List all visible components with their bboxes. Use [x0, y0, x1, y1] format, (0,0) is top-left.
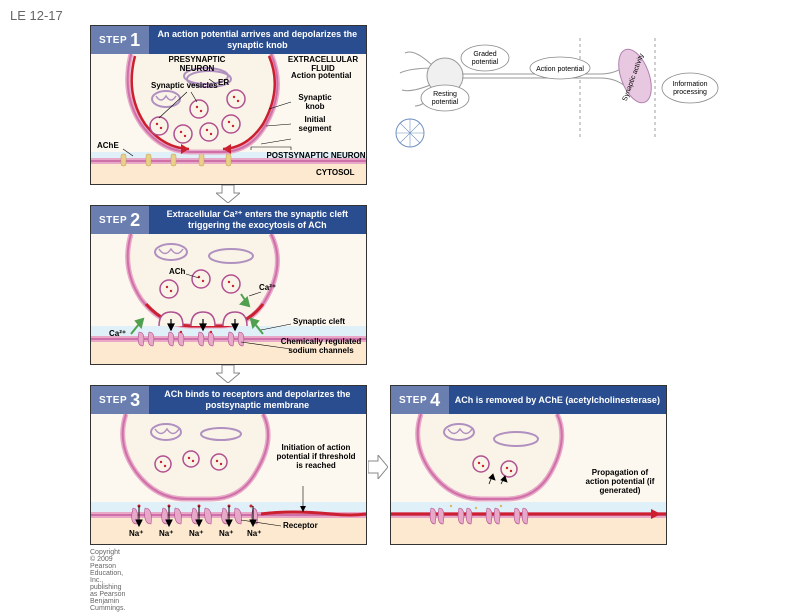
label-propagation: Propagation of action potential (if gene…	[579, 469, 661, 495]
step-3-svg	[91, 414, 366, 544]
svg-text:Graded: Graded	[473, 51, 496, 58]
svg-text:potential: potential	[432, 99, 459, 106]
arrow-2-3	[216, 365, 240, 383]
label-ach: ACh	[169, 268, 185, 277]
step-4-header: STEP4 ACh is removed by AChE (acetylchol…	[391, 386, 666, 414]
label-cytosol: CYTOSOL	[316, 169, 355, 178]
svg-text:Action potential: Action potential	[536, 66, 584, 73]
copyright: Copyright © 2009 Pearson Education, Inc.…	[90, 549, 125, 612]
step-4-body: Propagation of action potential (if gene…	[391, 414, 666, 544]
label-post: POSTSYNAPTIC NEURON	[266, 152, 366, 161]
panel-step-4: STEP4 ACh is removed by AChE (acetylchol…	[390, 385, 667, 545]
label-ache: AChE	[97, 142, 119, 151]
svg-text:Information: Information	[672, 81, 707, 88]
label-knob: Synaptic knob	[291, 94, 339, 112]
step-1-header: STEP1 An action potential arrives and de…	[91, 26, 366, 54]
step-3-desc: ACh binds to receptors and depolarizes t…	[149, 389, 366, 411]
label-vesicles: Synaptic vesicles	[151, 82, 218, 91]
figure-label: LE 12-17	[10, 8, 63, 23]
svg-text:Resting: Resting	[433, 91, 457, 98]
step-3-body: Initiation of action potential if thresh…	[91, 414, 366, 544]
label-ca2-left: Ca²⁺	[109, 330, 126, 339]
overview-diagram: Resting potential Graded potential Actio…	[390, 28, 725, 158]
step-4-desc: ACh is removed by AChE (acetylcholineste…	[449, 395, 666, 406]
label-initiation: Initiation of action potential if thresh…	[276, 444, 356, 470]
step-2-body: ACh Ca²⁺ Ca²⁺ Synaptic cleft Chemically …	[91, 234, 366, 364]
label-na-2: Na⁺	[159, 530, 173, 539]
label-initial: Initial segment	[291, 116, 339, 134]
panel-step-1: STEP1 An action potential arrives and de…	[90, 25, 367, 185]
svg-text:potential: potential	[472, 59, 499, 66]
label-receptor: Receptor	[283, 522, 318, 531]
label-ap: Action potential	[291, 72, 351, 81]
label-na-1: Na⁺	[129, 530, 143, 539]
step-1-tag: STEP1	[91, 26, 149, 54]
arrow-3-4	[368, 455, 388, 479]
label-ca2-right: Ca²⁺	[259, 284, 276, 293]
panel-step-3: STEP3 ACh binds to receptors and depolar…	[90, 385, 367, 545]
label-cleft: Synaptic cleft	[293, 318, 345, 327]
label-na-3: Na⁺	[189, 530, 203, 539]
label-na-5: Na⁺	[247, 530, 261, 539]
label-na-4: Na⁺	[219, 530, 233, 539]
label-presynaptic: PRESYNAPTIC NEURON	[157, 56, 237, 74]
step-2-header: STEP2 Extracellular Ca²⁺ enters the syna…	[91, 206, 366, 234]
panel-step-2: STEP2 Extracellular Ca²⁺ enters the syna…	[90, 205, 367, 365]
step-3-tag: STEP3	[91, 386, 149, 414]
step-2-tag: STEP2	[91, 206, 149, 234]
overview-svg: Resting potential Graded potential Actio…	[390, 28, 725, 158]
label-channels: Chemically regulated sodium channels	[279, 338, 363, 356]
step-1-body: PRESYNAPTIC NEURON Synaptic vesicles ER …	[91, 54, 366, 184]
step-2-desc: Extracellular Ca²⁺ enters the synaptic c…	[149, 209, 366, 231]
label-er: ER	[218, 79, 229, 88]
arrow-1-2	[216, 185, 240, 203]
step-3-header: STEP3 ACh binds to receptors and depolar…	[91, 386, 366, 414]
step-1-desc: An action potential arrives and depolari…	[149, 29, 366, 51]
svg-text:processing: processing	[673, 89, 707, 96]
step-4-tag: STEP4	[391, 386, 449, 414]
